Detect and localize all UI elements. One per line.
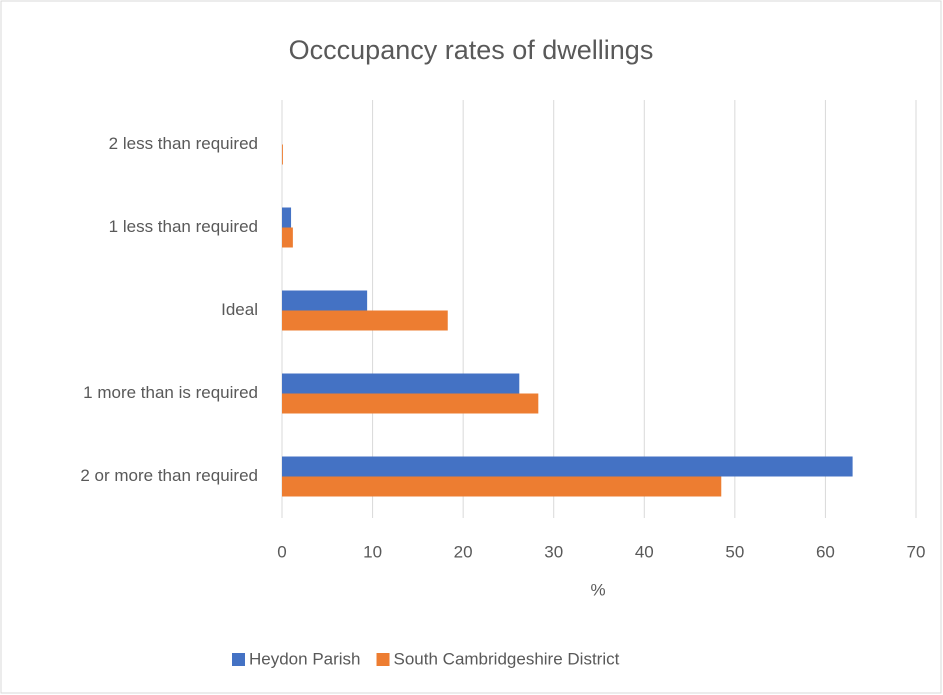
bar bbox=[282, 456, 853, 477]
x-tick-label: 0 bbox=[277, 542, 286, 561]
legend-label: Heydon Parish bbox=[249, 649, 361, 668]
x-tick-label: 20 bbox=[454, 542, 473, 561]
bar bbox=[282, 207, 292, 228]
bar bbox=[282, 310, 448, 331]
x-tick-label: 50 bbox=[725, 542, 744, 561]
legend-label: South Cambridgeshire District bbox=[394, 649, 620, 668]
y-tick-label: 1 less than required bbox=[109, 217, 258, 236]
y-tick-label: 1 more than is required bbox=[83, 383, 258, 402]
x-axis-label: % bbox=[590, 580, 605, 599]
legend-swatch bbox=[376, 653, 390, 666]
x-tick-label: 40 bbox=[635, 542, 654, 561]
x-tick-label: 70 bbox=[907, 542, 926, 561]
bar bbox=[282, 227, 293, 248]
y-tick-label: 2 less than required bbox=[109, 134, 258, 153]
bar bbox=[282, 476, 722, 497]
legend-swatch bbox=[232, 653, 245, 666]
x-tick-label: 30 bbox=[544, 542, 563, 561]
y-tick-label: 2 or more than required bbox=[80, 466, 258, 485]
x-tick-label: 60 bbox=[816, 542, 835, 561]
bar bbox=[282, 373, 520, 394]
x-tick-label: 10 bbox=[363, 542, 382, 561]
y-tick-label: Ideal bbox=[221, 300, 258, 319]
bar bbox=[282, 290, 368, 311]
bar bbox=[282, 144, 283, 165]
bar bbox=[282, 393, 539, 414]
chart-title: Occcupancy rates of dwellings bbox=[289, 35, 654, 65]
